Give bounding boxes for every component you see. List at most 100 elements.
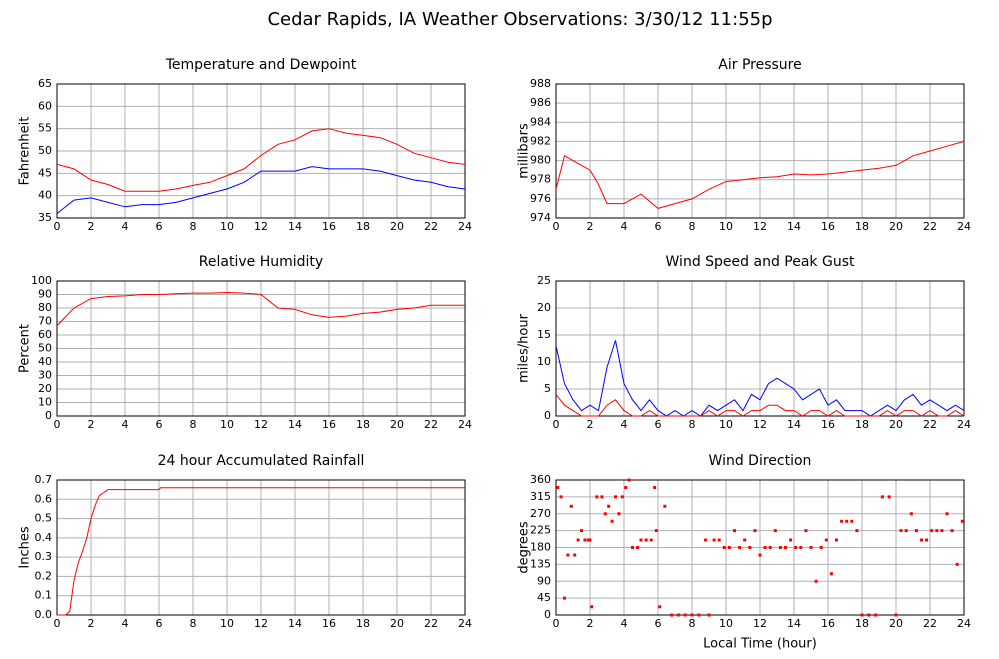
y-tick-label: 5 bbox=[544, 382, 551, 395]
x-tick-label: 4 bbox=[621, 220, 628, 233]
x-tick-label: 22 bbox=[424, 220, 438, 233]
panel-title: Wind Direction bbox=[709, 453, 812, 469]
x-tick-label: 24 bbox=[957, 220, 971, 233]
data-point bbox=[753, 529, 757, 533]
data-point bbox=[617, 512, 621, 516]
data-point bbox=[583, 538, 587, 542]
data-point bbox=[887, 495, 891, 499]
y-tick-label: 135 bbox=[530, 557, 551, 570]
x-tick-label: 2 bbox=[88, 220, 95, 233]
y-tick-label: 80 bbox=[38, 301, 52, 314]
x-tick-label: 14 bbox=[787, 220, 801, 233]
y-tick-label: 50 bbox=[38, 342, 52, 355]
data-point bbox=[610, 519, 614, 523]
x-tick-label: 0 bbox=[54, 220, 61, 233]
y-axis-label: Percent bbox=[18, 324, 33, 373]
data-point bbox=[804, 529, 808, 533]
data-point bbox=[670, 613, 674, 617]
y-tick-label: 30 bbox=[38, 369, 52, 382]
data-point bbox=[909, 512, 913, 516]
data-line bbox=[555, 394, 965, 417]
y-tick-label: 40 bbox=[38, 189, 52, 202]
data-point bbox=[894, 613, 898, 617]
data-point bbox=[758, 553, 762, 557]
x-tick-label: 20 bbox=[390, 220, 404, 233]
y-tick-label: 0.6 bbox=[35, 492, 53, 505]
data-point bbox=[829, 572, 833, 576]
x-tick-label: 6 bbox=[655, 418, 662, 431]
data-point bbox=[620, 495, 624, 499]
panel-title: Temperature and Dewpoint bbox=[165, 57, 357, 73]
y-tick-label: 0.7 bbox=[35, 473, 53, 486]
y-axis-label: Inches bbox=[18, 526, 33, 568]
data-point bbox=[794, 546, 798, 549]
data-point bbox=[874, 613, 878, 617]
data-point bbox=[850, 519, 854, 523]
data-point bbox=[654, 529, 658, 533]
x-tick-label: 2 bbox=[88, 418, 95, 431]
x-tick-label: 18 bbox=[356, 617, 370, 630]
panel-title: Wind Speed and Peak Gust bbox=[666, 254, 855, 270]
y-tick-label: 35 bbox=[38, 211, 52, 224]
data-line bbox=[57, 487, 465, 616]
y-tick-label: 0.2 bbox=[35, 569, 53, 582]
data-point bbox=[556, 486, 560, 489]
plot-frame bbox=[56, 280, 466, 417]
x-tick-label: 2 bbox=[88, 617, 95, 630]
plot-frame bbox=[555, 280, 965, 417]
data-point bbox=[653, 486, 657, 489]
data-point bbox=[588, 538, 592, 542]
y-tick-label: 40 bbox=[38, 355, 52, 368]
data-point bbox=[624, 486, 628, 489]
data-point bbox=[707, 613, 711, 617]
data-point bbox=[835, 538, 838, 542]
y-tick-label: 180 bbox=[530, 541, 551, 554]
x-tick-label: 16 bbox=[821, 418, 835, 431]
data-point bbox=[904, 529, 908, 533]
y-tick-label: 65 bbox=[38, 77, 52, 90]
plot-frame bbox=[555, 83, 965, 219]
plot-frame bbox=[555, 479, 965, 616]
y-tick-label: 315 bbox=[530, 490, 551, 503]
data-point bbox=[580, 529, 583, 533]
data-point bbox=[738, 546, 742, 549]
data-point bbox=[658, 605, 662, 609]
data-point bbox=[576, 538, 580, 542]
y-tick-label: 55 bbox=[38, 122, 52, 135]
data-point bbox=[809, 546, 813, 549]
data-point bbox=[733, 529, 736, 533]
data-point bbox=[914, 529, 918, 533]
data-point bbox=[590, 605, 594, 609]
y-tick-label: 100 bbox=[31, 274, 52, 287]
y-tick-label: 976 bbox=[530, 192, 551, 205]
x-tick-label: 4 bbox=[621, 617, 628, 630]
data-point bbox=[855, 529, 859, 533]
data-point bbox=[573, 553, 577, 557]
y-tick-label: 0 bbox=[45, 409, 52, 422]
x-tick-label: 24 bbox=[957, 418, 971, 431]
data-point bbox=[566, 553, 570, 557]
x-tick-label: 4 bbox=[122, 617, 129, 630]
y-tick-label: 90 bbox=[38, 288, 52, 301]
y-tick-label: 225 bbox=[530, 524, 551, 537]
x-tick-label: 24 bbox=[458, 220, 472, 233]
y-tick-label: 986 bbox=[530, 96, 551, 109]
data-point bbox=[663, 504, 667, 508]
plot-frame bbox=[56, 479, 466, 616]
x-tick-label: 10 bbox=[220, 418, 234, 431]
x-tick-label: 16 bbox=[821, 220, 835, 233]
data-line bbox=[555, 340, 965, 417]
x-tick-label: 18 bbox=[855, 617, 869, 630]
y-axis-label: Fahrenheit bbox=[18, 117, 33, 186]
y-tick-label: 0.1 bbox=[35, 589, 53, 602]
x-tick-label: 10 bbox=[719, 617, 733, 630]
data-point bbox=[595, 495, 599, 499]
y-tick-label: 70 bbox=[38, 315, 52, 328]
plot-frame bbox=[56, 83, 466, 219]
data-point bbox=[727, 546, 731, 549]
y-tick-label: 0.4 bbox=[35, 531, 53, 544]
x-tick-label: 10 bbox=[220, 220, 234, 233]
y-tick-label: 15 bbox=[537, 328, 551, 341]
y-tick-label: 60 bbox=[38, 99, 52, 112]
x-tick-label: 24 bbox=[458, 617, 472, 630]
